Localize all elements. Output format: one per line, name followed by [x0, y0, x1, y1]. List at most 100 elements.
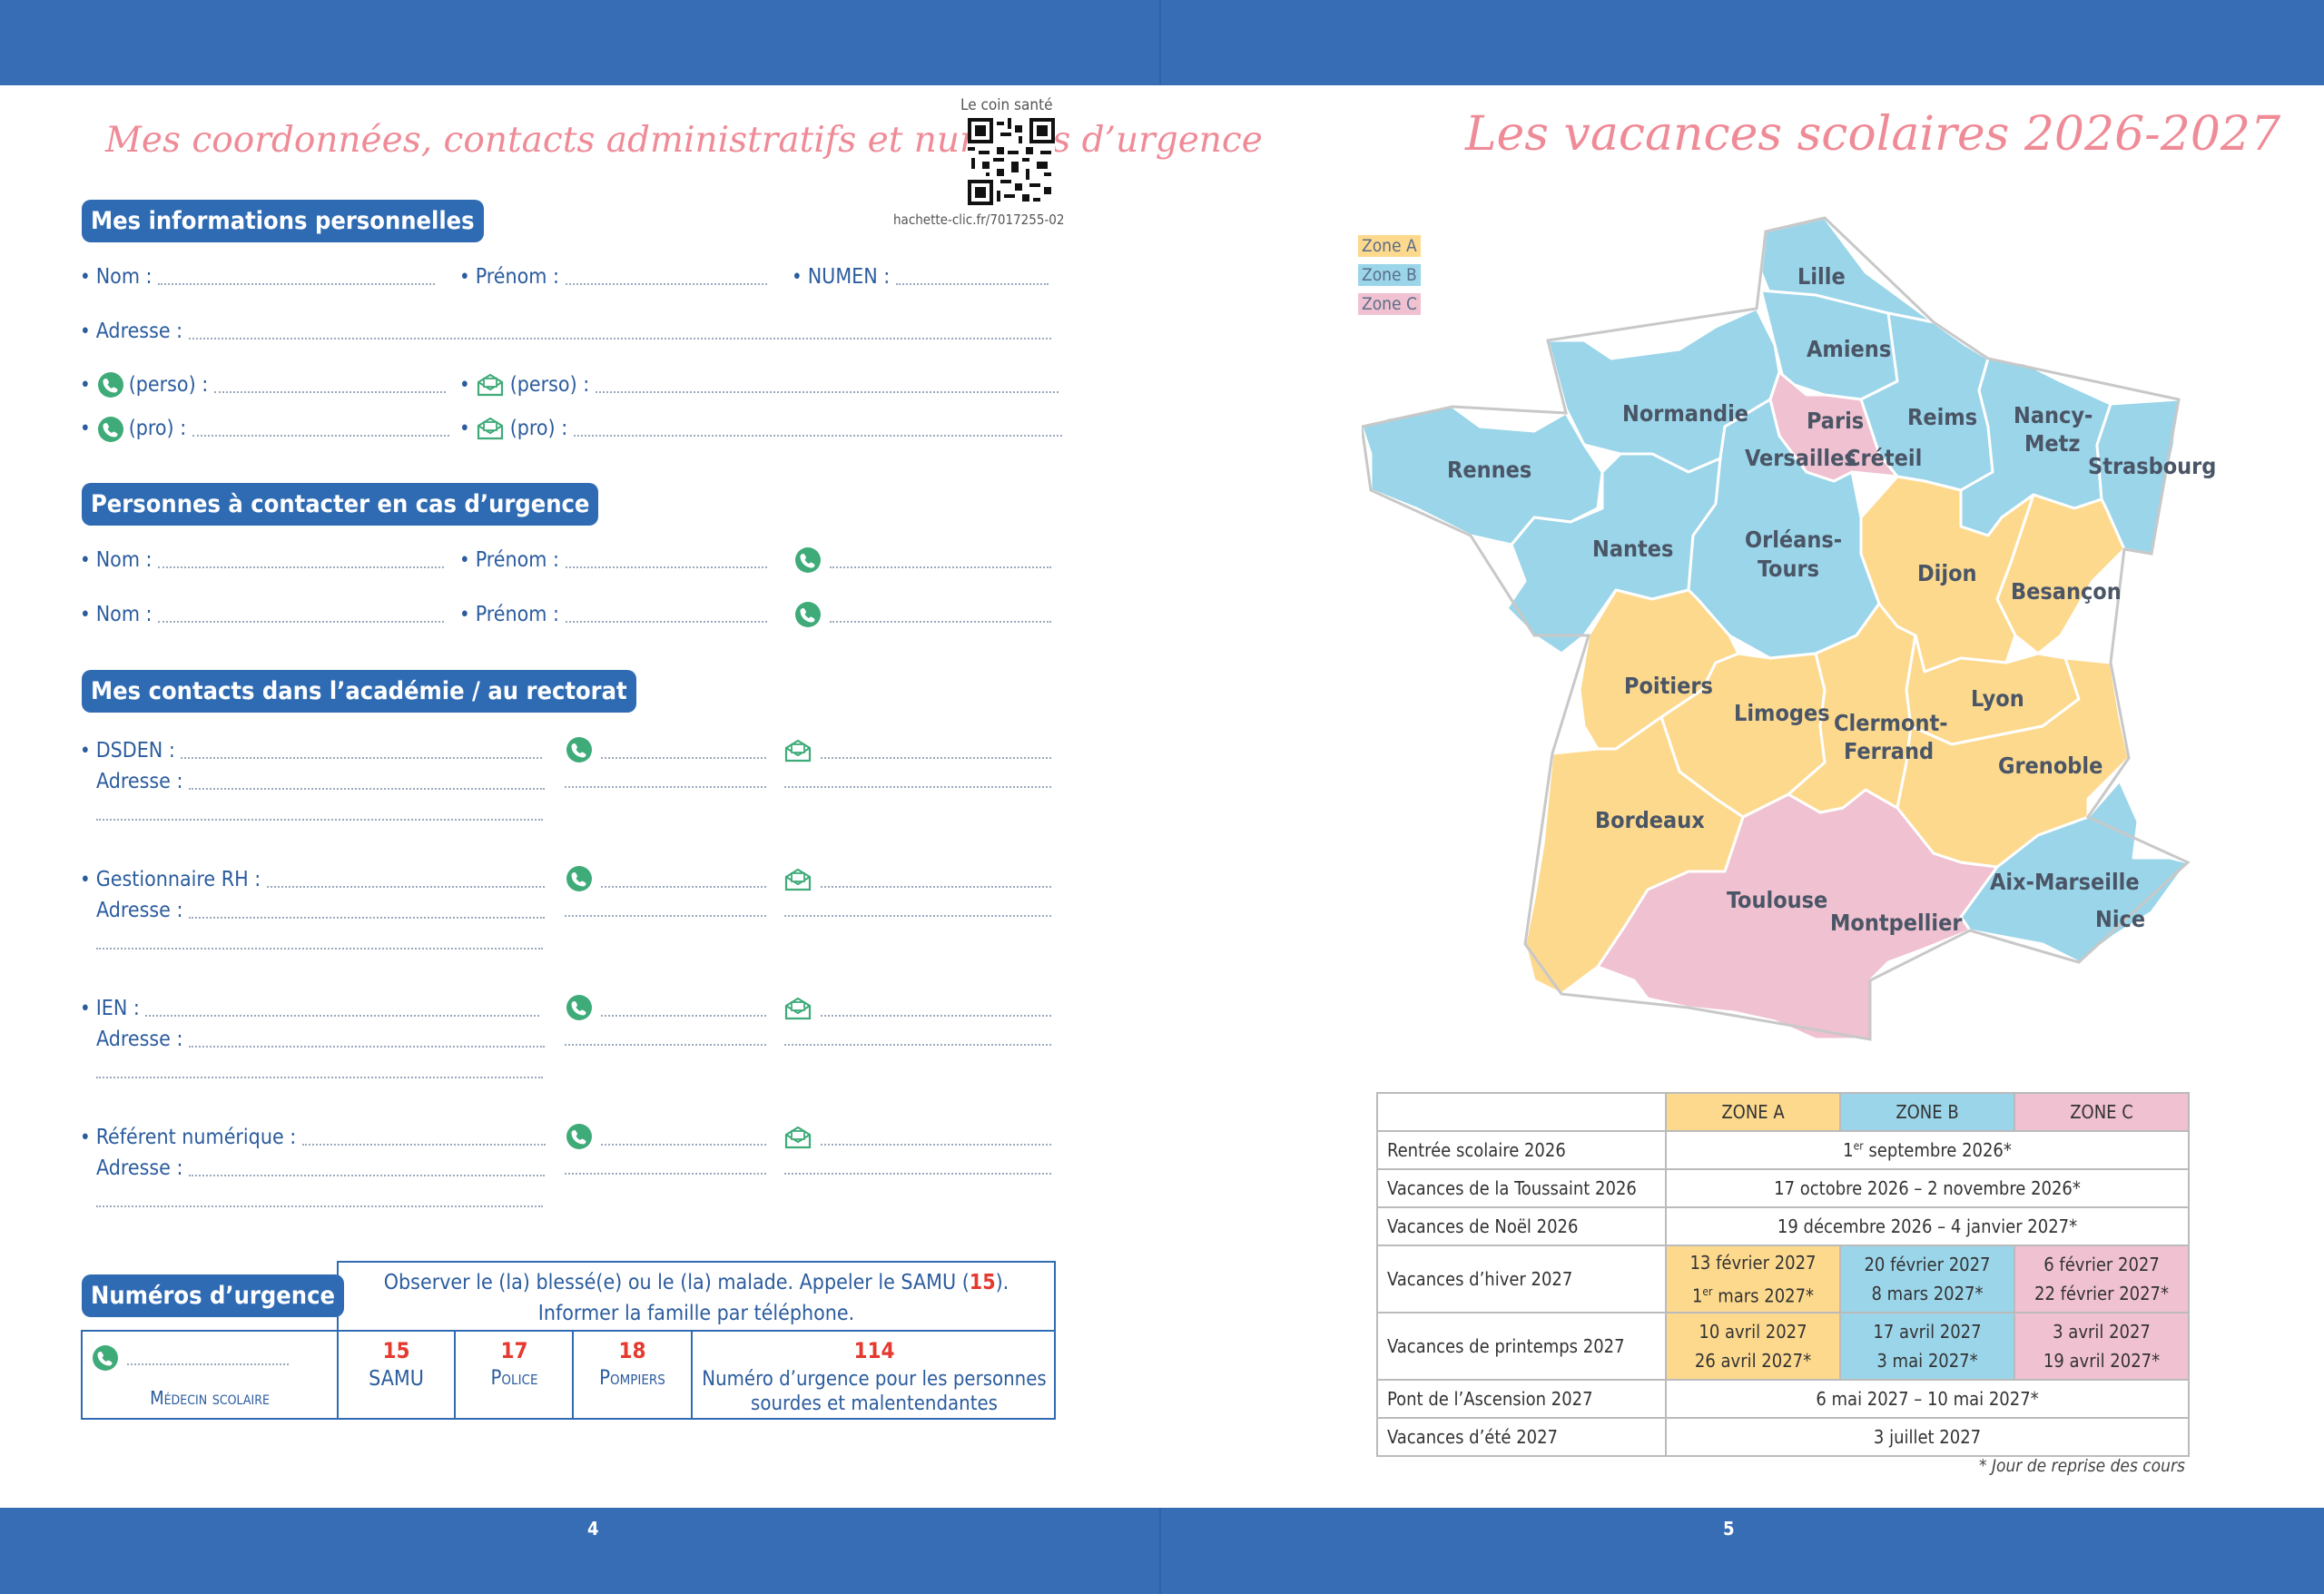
header-zone-c: ZONE C [2014, 1092, 2190, 1132]
instruction-text: Observer le (la) blessé(e) ou le (la) ma… [383, 1271, 970, 1294]
city-normandie: Normandie [1622, 400, 1749, 427]
city-poitiers: Poitiers [1624, 673, 1713, 699]
mail-line-2[interactable] [784, 1173, 1051, 1175]
phone-line[interactable] [601, 886, 766, 888]
deaf-emergency-number: 114 [853, 1338, 895, 1363]
academy-dsden-adresse[interactable]: Adresse : [96, 768, 546, 795]
phone-line[interactable] [601, 1144, 766, 1146]
section-emergency-numbers: Numéros d’urgence [82, 1274, 344, 1317]
city-reims: Reims [1907, 404, 1978, 430]
contact-2-nom[interactable]: • Nom : [80, 601, 445, 629]
phone-line-2[interactable] [565, 915, 766, 917]
city-nancy-line1: Nancy- [2014, 402, 2093, 428]
phone-line[interactable] [601, 757, 766, 759]
qr-code[interactable] [968, 118, 1055, 205]
table-row: Vacances de Noël 2026 19 décembre 2026 –… [1376, 1206, 2190, 1246]
address-line[interactable] [96, 948, 543, 950]
field-mail-perso[interactable]: • (perso) : [459, 371, 1059, 399]
contact-1-nom[interactable]: • Nom : [80, 546, 445, 575]
table-footnote: * Jour de reprise des cours [1979, 1456, 2185, 1476]
mail-line[interactable] [821, 886, 1051, 888]
contact-nom-label: Nom : [95, 603, 153, 626]
row-label-toussaint: Vacances de la Toussaint 2026 [1376, 1168, 1667, 1208]
printemps-b-start: 17 avril 2027 [1873, 1321, 1982, 1343]
police-number: 17 [500, 1338, 528, 1363]
instruction-family: Informer la famille par téléphone. [537, 1302, 855, 1325]
spine-top [1159, 0, 1161, 85]
phone-line[interactable] [601, 1015, 766, 1017]
phone-icon [566, 737, 592, 763]
table-row: Vacances d’hiver 2027 13 février 2027 1er… [1376, 1245, 2190, 1314]
mail-line[interactable] [821, 1144, 1051, 1146]
contact-2-prenom[interactable]: • Prénom : [459, 601, 767, 629]
phone-line-2[interactable] [565, 786, 766, 788]
row-label-ete: Vacances d’été 2027 [1376, 1417, 1667, 1457]
academy-dsden[interactable]: • DSDEN : [80, 737, 543, 765]
field-nom[interactable]: • Nom : [80, 263, 436, 291]
city-creteil: Créteil [1846, 445, 1923, 471]
contact-2-phone-line[interactable] [830, 621, 1051, 623]
academy-ien[interactable]: • IEN : [80, 995, 540, 1023]
address-label: Adresse : [96, 770, 183, 793]
academy-referent[interactable]: • Référent numérique : [80, 1124, 546, 1152]
row-label-noel: Vacances de Noël 2026 [1376, 1206, 1667, 1246]
field-mail-pro[interactable]: • (pro) : [459, 415, 1062, 443]
city-grenoble: Grenoble [1998, 753, 2103, 779]
mail-icon [477, 373, 504, 397]
address-line[interactable] [96, 1205, 543, 1207]
table-header-row: ZONE A ZONE B ZONE C [1376, 1092, 2190, 1132]
bottom-band [0, 1508, 2324, 1594]
phone-icon [98, 372, 123, 398]
hiver-a-end-ordinal: er [1702, 1284, 1713, 1298]
left-page-title: Mes coordonnées, contacts administratifs… [105, 120, 1263, 161]
rentree-ordinal: er [1853, 1139, 1864, 1153]
academy-rh[interactable]: • Gestionnaire RH : [80, 866, 545, 894]
field-tel-pro[interactable]: • (pro) : [80, 415, 449, 443]
mail-line-2[interactable] [784, 786, 1051, 788]
contact-1-phone-line[interactable] [830, 566, 1051, 568]
right-page-title: Les vacances scolaires 2026-2027 [1465, 107, 2281, 162]
table-row: Vacances de printemps 2027 10 avril 2027… [1376, 1312, 2190, 1381]
city-bordeaux: Bordeaux [1595, 807, 1705, 833]
address-label: Adresse : [96, 899, 183, 922]
city-rennes: Rennes [1447, 457, 1532, 483]
phone-icon [795, 547, 821, 573]
phone-icon [566, 866, 592, 891]
samu-label: SAMU [369, 1367, 424, 1391]
school-holidays-table: ZONE A ZONE B ZONE C Rentrée scolaire 20… [1376, 1092, 2190, 1457]
mail-line-2[interactable] [784, 1044, 1051, 1046]
mail-line[interactable] [821, 757, 1051, 759]
page-number-right: 5 [1723, 1518, 1735, 1540]
phone-line-2[interactable] [565, 1173, 766, 1175]
contact-1-prenom[interactable]: • Prénom : [459, 546, 767, 575]
mail-line-2[interactable] [784, 915, 1051, 917]
legend-zone-b: Zone B [1358, 264, 1421, 286]
row-label-printemps: Vacances de printemps 2027 [1376, 1312, 1667, 1381]
medecin-phone-line[interactable] [127, 1363, 289, 1365]
academy-rh-adresse[interactable]: Adresse : [96, 897, 546, 924]
police-label: Police [490, 1367, 538, 1390]
row-label-ascension: Pont de l’Ascension 2027 [1376, 1379, 1667, 1419]
field-prenom-label: Prénom : [475, 265, 559, 289]
city-versailles: Versailles [1745, 445, 1856, 471]
field-tel-perso[interactable]: • (perso) : [80, 371, 446, 399]
field-prenom[interactable]: • Prénom : [459, 263, 767, 291]
academy-label: Référent numérique : [95, 1126, 297, 1149]
header-zone-a: ZONE A [1665, 1092, 1841, 1132]
field-numen[interactable]: • NUMEN : [792, 263, 1049, 291]
mail-line[interactable] [821, 1015, 1051, 1017]
deaf-emergency-cell: 114 Numéro d’urgence pour les personnes … [694, 1338, 1055, 1416]
academy-ien-adresse[interactable]: Adresse : [96, 1026, 546, 1053]
field-adresse[interactable]: • Adresse : [80, 318, 1051, 346]
academy-referent-adresse[interactable]: Adresse : [96, 1155, 546, 1182]
printemps-b-end: 3 mai 2027* [1876, 1350, 1978, 1372]
city-besancon: Besançon [2011, 578, 2122, 605]
address-line[interactable] [96, 819, 543, 821]
table-row: Vacances de la Toussaint 2026 17 octobre… [1376, 1168, 2190, 1208]
phone-line-2[interactable] [565, 1044, 766, 1046]
legend-zone-a: Zone A [1358, 235, 1421, 257]
city-clermont-line1: Clermont- [1834, 710, 1948, 736]
printemps-zone-b: 17 avril 2027 3 mai 2027* [1839, 1312, 2015, 1381]
printemps-a-end: 26 avril 2027* [1694, 1350, 1812, 1372]
address-line[interactable] [96, 1077, 543, 1078]
